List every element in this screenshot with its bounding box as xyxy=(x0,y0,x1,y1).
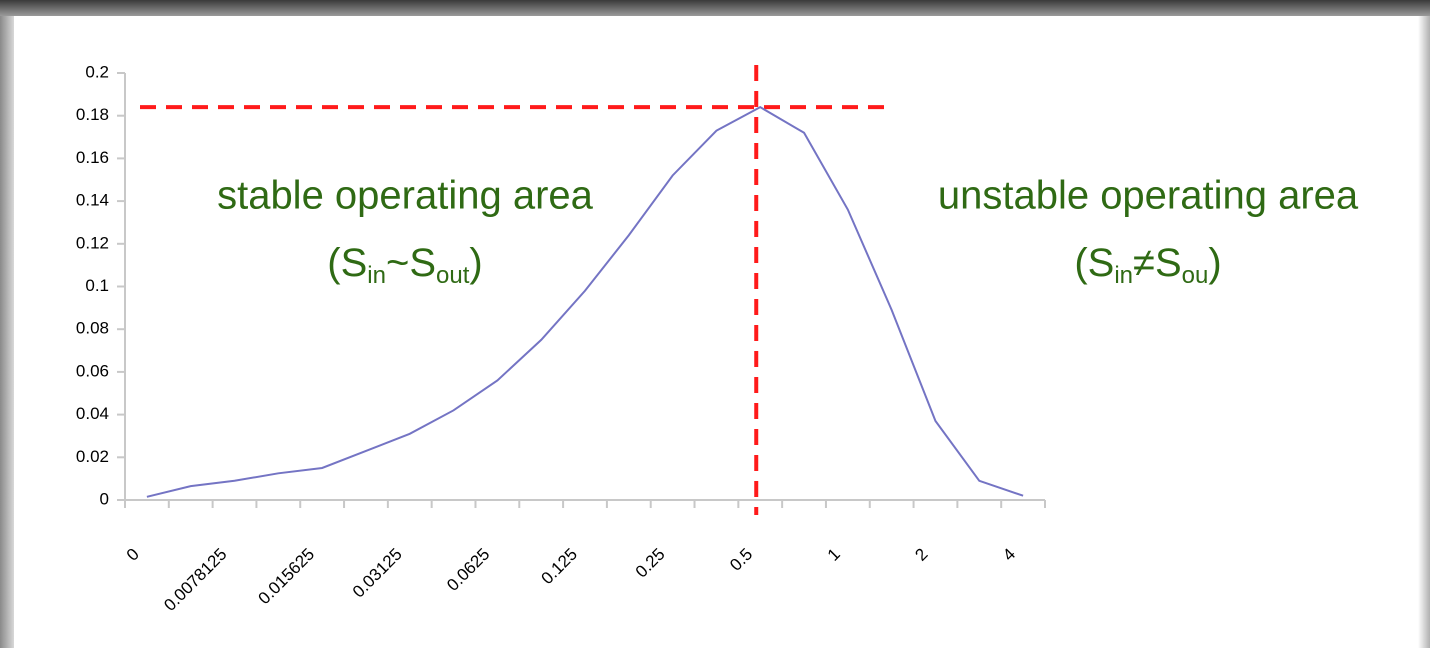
formula-text: ≠S xyxy=(1133,241,1182,285)
formula-text: ~S xyxy=(386,241,436,285)
y-tick-label: 0.18 xyxy=(76,105,109,124)
y-tick-label: 0.14 xyxy=(76,191,109,210)
subscript: out xyxy=(436,262,470,289)
data-line xyxy=(146,106,1024,498)
annotation-formula: (Sin≠Sou) xyxy=(1074,241,1221,290)
subscript: in xyxy=(1114,262,1133,289)
y-tick-label: 0.12 xyxy=(76,233,109,252)
frame-left xyxy=(0,16,14,648)
y-tick-label: 0 xyxy=(100,489,109,508)
frame-top xyxy=(0,0,1430,16)
y-tick-label: 0.2 xyxy=(85,62,109,81)
formula-text: ) xyxy=(1208,241,1221,285)
annotation: unstable operating area xyxy=(938,174,1359,218)
y-tick-label: 0.06 xyxy=(76,361,109,380)
y-tick-label: 0.16 xyxy=(76,148,109,167)
formula-text: ) xyxy=(469,241,482,285)
y-tick-label: 0.08 xyxy=(76,319,109,338)
y-tick-label: 0.1 xyxy=(85,276,109,295)
formula-text: (S xyxy=(327,241,367,285)
subscript: in xyxy=(367,262,386,289)
subscript: ou xyxy=(1182,262,1209,289)
frame-right xyxy=(1418,16,1430,648)
y-tick-label: 0.02 xyxy=(76,447,109,466)
annotation-formula: (Sin~Sout) xyxy=(327,241,482,290)
y-tick-label: 0.04 xyxy=(76,404,109,423)
formula-text: (S xyxy=(1074,241,1114,285)
annotation: stable operating area xyxy=(217,174,594,218)
